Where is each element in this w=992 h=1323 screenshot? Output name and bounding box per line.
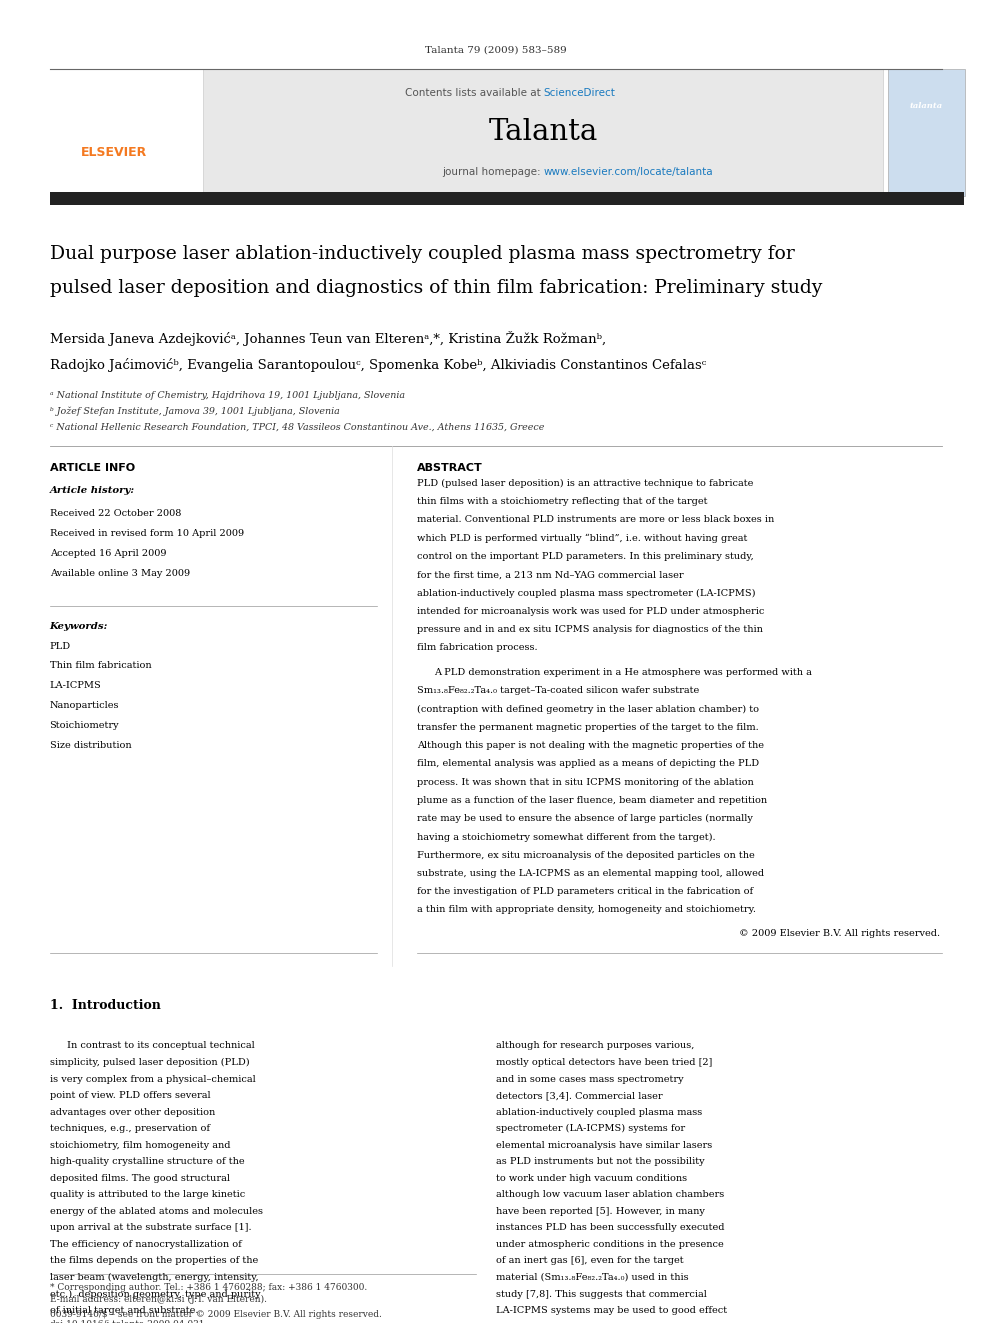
Text: In contrast to its conceptual technical: In contrast to its conceptual technical [67, 1041, 255, 1050]
Text: stoichiometry, film homogeneity and: stoichiometry, film homogeneity and [50, 1140, 230, 1150]
Text: film fabrication process.: film fabrication process. [417, 643, 538, 652]
Text: Radojko Jaćimovićᵇ, Evangelia Sarantopoulouᶜ, Spomenka Kobeᵇ, Alkiviadis Constan: Radojko Jaćimovićᵇ, Evangelia Sarantopou… [50, 359, 706, 372]
Text: study [7,8]. This suggests that commercial: study [7,8]. This suggests that commerci… [496, 1290, 707, 1299]
Text: techniques, e.g., preservation of: techniques, e.g., preservation of [50, 1125, 209, 1134]
FancyBboxPatch shape [888, 69, 965, 196]
Text: for the investigation of PLD parameters critical in the fabrication of: for the investigation of PLD parameters … [417, 888, 753, 896]
Text: high-quality crystalline structure of the: high-quality crystalline structure of th… [50, 1158, 244, 1167]
Text: Keywords:: Keywords: [50, 622, 108, 631]
Text: simplicity, pulsed laser deposition (PLD): simplicity, pulsed laser deposition (PLD… [50, 1058, 249, 1068]
Text: process. It was shown that in situ ICPMS monitoring of the ablation: process. It was shown that in situ ICPMS… [417, 778, 753, 787]
Text: ablation-inductively coupled plasma mass: ablation-inductively coupled plasma mass [496, 1107, 702, 1117]
Text: ᶜ National Hellenic Research Foundation, TPCI, 48 Vassileos Constantinou Ave., A: ᶜ National Hellenic Research Foundation,… [50, 423, 544, 431]
Text: ELSEVIER: ELSEVIER [81, 146, 147, 159]
Text: as PLD instruments but not the possibility: as PLD instruments but not the possibili… [496, 1158, 704, 1167]
Text: and in some cases mass spectrometry: and in some cases mass spectrometry [496, 1074, 683, 1084]
Text: 0039-9140/$ – see front matter © 2009 Elsevier B.V. All rights reserved.: 0039-9140/$ – see front matter © 2009 El… [50, 1310, 382, 1319]
Text: elemental microanalysis have similar lasers: elemental microanalysis have similar las… [496, 1140, 712, 1150]
Text: pressure and in and ex situ ICPMS analysis for diagnostics of the thin: pressure and in and ex situ ICPMS analys… [417, 624, 763, 634]
Text: Although this paper is not dealing with the magnetic properties of the: Although this paper is not dealing with … [417, 741, 764, 750]
Text: ᵃ National Institute of Chemistry, Hajdrihova 19, 1001 Ljubljana, Slovenia: ᵃ National Institute of Chemistry, Hajdr… [50, 392, 405, 400]
Text: LA-ICPMS: LA-ICPMS [50, 681, 101, 691]
Text: is very complex from a physical–chemical: is very complex from a physical–chemical [50, 1074, 255, 1084]
Text: PLD: PLD [50, 642, 70, 651]
Text: Furthermore, ex situ microanalysis of the deposited particles on the: Furthermore, ex situ microanalysis of th… [417, 851, 754, 860]
Text: substrate, using the LA-ICPMS as an elemental mapping tool, allowed: substrate, using the LA-ICPMS as an elem… [417, 869, 764, 878]
Text: mostly optical detectors have been tried [2]: mostly optical detectors have been tried… [496, 1058, 712, 1068]
Text: Dual purpose laser ablation-inductively coupled plasma mass spectrometry for: Dual purpose laser ablation-inductively … [50, 245, 795, 263]
Text: of an inert gas [6], even for the target: of an inert gas [6], even for the target [496, 1257, 683, 1266]
Text: Size distribution: Size distribution [50, 741, 131, 750]
Text: although low vacuum laser ablation chambers: although low vacuum laser ablation chamb… [496, 1191, 724, 1200]
Text: Article history:: Article history: [50, 487, 135, 495]
Text: Stoichiometry: Stoichiometry [50, 721, 119, 730]
Text: Available online 3 May 2009: Available online 3 May 2009 [50, 569, 189, 578]
Text: Sm₁₃.₈Fe₈₂.₂Ta₄.₀ target–Ta-coated silicon wafer substrate: Sm₁₃.₈Fe₈₂.₂Ta₄.₀ target–Ta-coated silic… [417, 687, 699, 696]
Text: ablation-inductively coupled plasma mass spectrometer (LA-ICPMS): ablation-inductively coupled plasma mass… [417, 589, 755, 598]
Text: laser beam (wavelength, energy, intensity,: laser beam (wavelength, energy, intensit… [50, 1273, 258, 1282]
Text: Contents lists available at: Contents lists available at [405, 87, 544, 98]
Text: © 2009 Elsevier B.V. All rights reserved.: © 2009 Elsevier B.V. All rights reserved… [739, 929, 940, 938]
Text: ARTICLE INFO: ARTICLE INFO [50, 463, 135, 474]
Text: PLD (pulsed laser deposition) is an attractive technique to fabricate: PLD (pulsed laser deposition) is an attr… [417, 479, 753, 488]
Text: Talanta: Talanta [489, 118, 598, 147]
Text: material (Sm₁₃.₈Fe₈₂.₂Ta₄.₀) used in this: material (Sm₁₃.₈Fe₈₂.₂Ta₄.₀) used in thi… [496, 1273, 688, 1282]
Text: talanta: talanta [910, 102, 943, 110]
Text: Nanoparticles: Nanoparticles [50, 701, 119, 710]
Text: Mersida Janeva Azdejkovićᵃ, Johannes Teun van Elterenᵃ,*, Kristina Žužk Rožmanᵇ,: Mersida Janeva Azdejkovićᵃ, Johannes Teu… [50, 331, 606, 347]
Text: thin films with a stoichiometry reflecting that of the target: thin films with a stoichiometry reflecti… [417, 497, 707, 507]
Text: which PLD is performed virtually “blind”, i.e. without having great: which PLD is performed virtually “blind”… [417, 533, 747, 542]
Text: E-mail address: elteren@ki.si (J.T. van Elteren).: E-mail address: elteren@ki.si (J.T. van … [50, 1295, 267, 1304]
Text: pulsed laser deposition and diagnostics of thin film fabrication: Preliminary st: pulsed laser deposition and diagnostics … [50, 279, 822, 298]
Text: film, elemental analysis was applied as a means of depicting the PLD: film, elemental analysis was applied as … [417, 759, 759, 769]
Text: transfer the permanent magnetic properties of the target to the film.: transfer the permanent magnetic properti… [417, 722, 759, 732]
Text: to work under high vacuum conditions: to work under high vacuum conditions [496, 1174, 687, 1183]
FancyBboxPatch shape [203, 69, 883, 196]
Text: journal homepage:: journal homepage: [441, 167, 544, 177]
Text: rate may be used to ensure the absence of large particles (normally: rate may be used to ensure the absence o… [417, 814, 753, 823]
Text: although for research purposes various,: although for research purposes various, [496, 1041, 694, 1050]
Text: Received in revised form 10 April 2009: Received in revised form 10 April 2009 [50, 529, 244, 538]
Text: The efficiency of nanocrystallization of: The efficiency of nanocrystallization of [50, 1240, 241, 1249]
Text: quality is attributed to the large kinetic: quality is attributed to the large kinet… [50, 1191, 245, 1200]
Text: ᵇ Jožef Stefan Institute, Jamova 39, 1001 Ljubljana, Slovenia: ᵇ Jožef Stefan Institute, Jamova 39, 100… [50, 406, 339, 417]
Text: 1.  Introduction: 1. Introduction [50, 999, 161, 1012]
Text: intended for microanalysis work was used for PLD under atmospheric: intended for microanalysis work was used… [417, 607, 764, 615]
Text: ScienceDirect: ScienceDirect [544, 87, 615, 98]
Text: energy of the ablated atoms and molecules: energy of the ablated atoms and molecule… [50, 1207, 263, 1216]
Text: for the first time, a 213 nm Nd–YAG commercial laser: for the first time, a 213 nm Nd–YAG comm… [417, 570, 683, 579]
Text: etc.), deposition geometry, type and purity: etc.), deposition geometry, type and pur… [50, 1290, 260, 1299]
Text: ABSTRACT: ABSTRACT [417, 463, 482, 474]
Text: Thin film fabrication: Thin film fabrication [50, 662, 151, 671]
Text: detectors [3,4]. Commercial laser: detectors [3,4]. Commercial laser [496, 1091, 663, 1101]
Text: control on the important PLD parameters. In this preliminary study,: control on the important PLD parameters.… [417, 552, 753, 561]
Text: upon arrival at the substrate surface [1].: upon arrival at the substrate surface [1… [50, 1224, 251, 1233]
Text: www.elsevier.com/locate/talanta: www.elsevier.com/locate/talanta [544, 167, 713, 177]
Text: plume as a function of the laser fluence, beam diameter and repetition: plume as a function of the laser fluence… [417, 796, 767, 804]
Text: the films depends on the properties of the: the films depends on the properties of t… [50, 1257, 258, 1266]
Text: (contraption with defined geometry in the laser ablation chamber) to: (contraption with defined geometry in th… [417, 705, 759, 713]
Text: of initial target and substrate.: of initial target and substrate. [50, 1306, 198, 1315]
Text: doi:10.1016/j.talanta.2009.04.031: doi:10.1016/j.talanta.2009.04.031 [50, 1320, 205, 1323]
Text: have been reported [5]. However, in many: have been reported [5]. However, in many [496, 1207, 705, 1216]
Text: having a stoichiometry somewhat different from the target).: having a stoichiometry somewhat differen… [417, 832, 715, 841]
Bar [50, 192, 964, 205]
Text: instances PLD has been successfully executed: instances PLD has been successfully exec… [496, 1224, 724, 1233]
Text: LA-ICPMS systems may be used to good effect: LA-ICPMS systems may be used to good eff… [496, 1306, 727, 1315]
Text: advantages over other deposition: advantages over other deposition [50, 1107, 215, 1117]
Text: point of view. PLD offers several: point of view. PLD offers several [50, 1091, 210, 1101]
Text: spectrometer (LA-ICPMS) systems for: spectrometer (LA-ICPMS) systems for [496, 1125, 685, 1134]
Text: Talanta 79 (2009) 583–589: Talanta 79 (2009) 583–589 [426, 46, 566, 54]
Text: Received 22 October 2008: Received 22 October 2008 [50, 509, 181, 519]
Text: * Corresponding author. Tel.: +386 1 4760288; fax: +386 1 4760300.: * Corresponding author. Tel.: +386 1 476… [50, 1283, 367, 1293]
Text: material. Conventional PLD instruments are more or less black boxes in: material. Conventional PLD instruments a… [417, 516, 774, 524]
Text: A PLD demonstration experiment in a He atmosphere was performed with a: A PLD demonstration experiment in a He a… [434, 668, 812, 677]
Text: deposited films. The good structural: deposited films. The good structural [50, 1174, 229, 1183]
Text: under atmospheric conditions in the presence: under atmospheric conditions in the pres… [496, 1240, 724, 1249]
Text: a thin film with appropriate density, homogeneity and stoichiometry.: a thin film with appropriate density, ho… [417, 905, 756, 914]
Text: Accepted 16 April 2009: Accepted 16 April 2009 [50, 549, 166, 558]
